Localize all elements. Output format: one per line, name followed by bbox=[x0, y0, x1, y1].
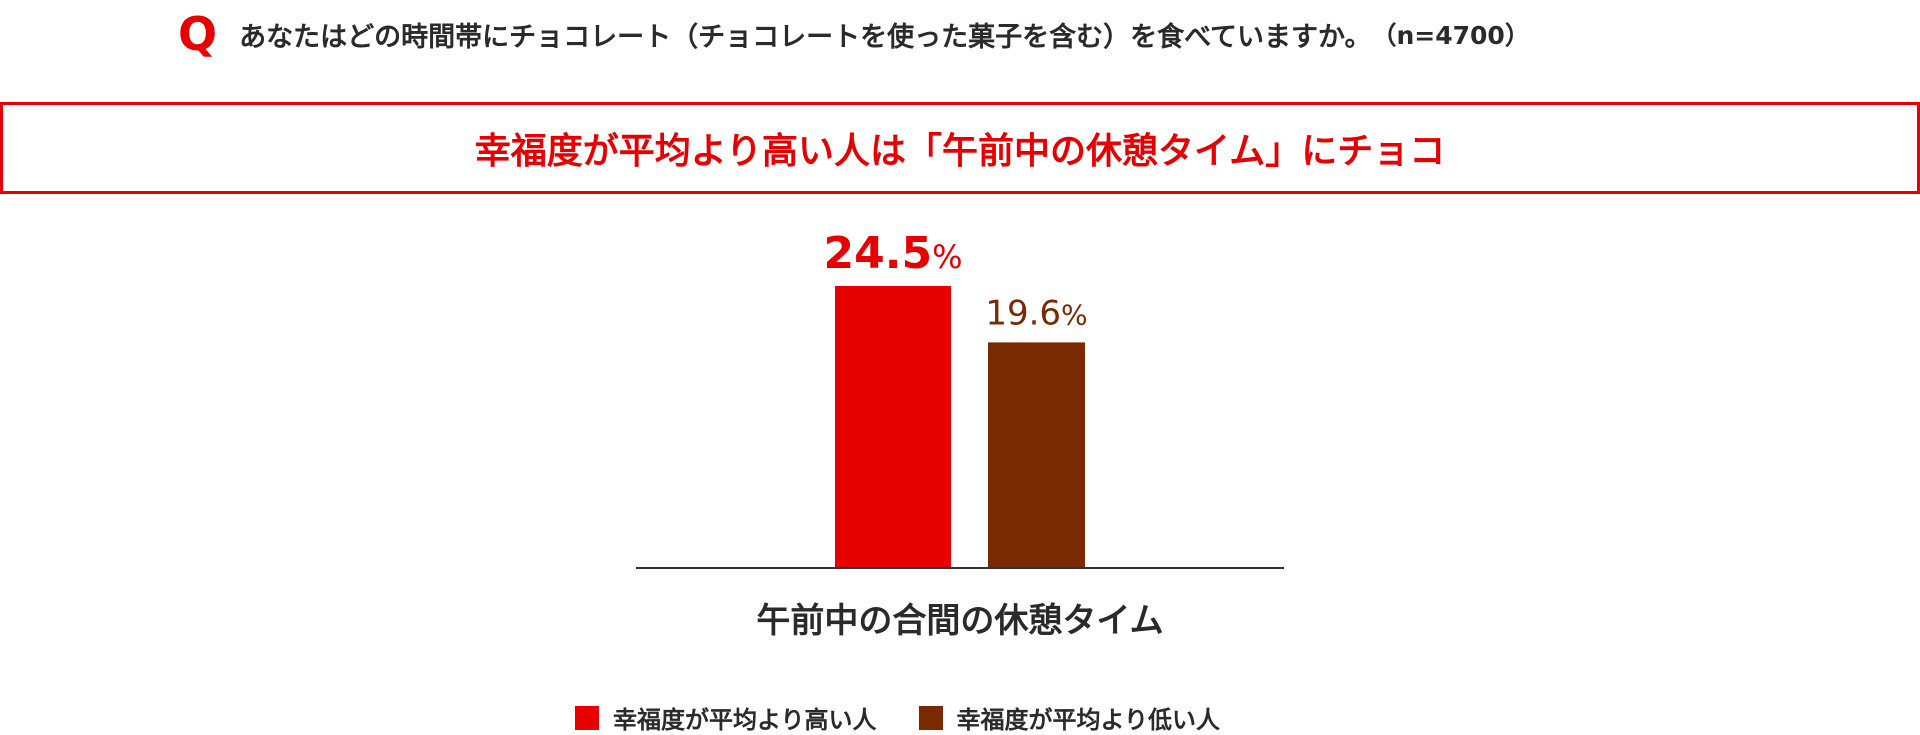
question-mark: Q bbox=[178, 7, 218, 61]
headline: 幸福度が平均より高い人は「午前中の休憩タイム」にチョコ bbox=[474, 131, 1446, 172]
legend-swatch-high bbox=[575, 705, 599, 730]
headline-box: 幸福度が平均より高い人は「午前中の休憩タイム」にチョコ bbox=[0, 102, 1920, 194]
legend-item-low: 幸福度が平均より低い人 bbox=[918, 700, 1221, 735]
sample-size: （n=4700） bbox=[1371, 21, 1530, 50]
bar-low bbox=[988, 342, 1085, 568]
data-label-high: 24.5% bbox=[824, 228, 963, 279]
question-header: Q あなたはどの時間帯にチョコレート（チョコレートを使った菓子を含む）を食べてい… bbox=[178, 8, 1530, 60]
legend-label-low: 幸福度が平均より低い人 bbox=[956, 706, 1221, 734]
category-label: 午前中の合間の休憩タイム bbox=[756, 601, 1163, 641]
bar-high bbox=[835, 286, 951, 568]
legend-item-high: 幸福度が平均より高い人 bbox=[575, 700, 877, 735]
legend-swatch-low bbox=[918, 705, 943, 730]
legend: 幸福度が平均より高い人 幸福度が平均より低い人 bbox=[575, 700, 1262, 735]
data-label-low: 19.6% bbox=[985, 293, 1087, 333]
question-text: あなたはどの時間帯にチョコレート（チョコレートを使った菓子を含む）を食べています… bbox=[239, 21, 1372, 53]
legend-label-high: 幸福度が平均より高い人 bbox=[613, 706, 877, 734]
